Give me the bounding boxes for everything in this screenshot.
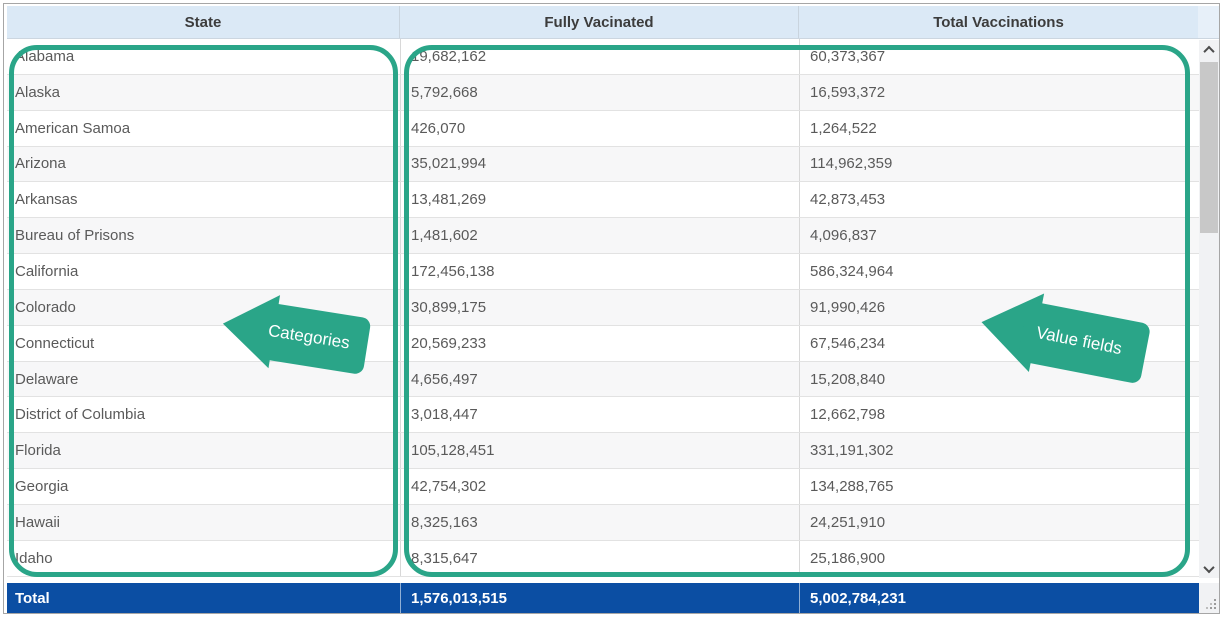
cell-total-vaccinations: 15,208,840	[799, 361, 1199, 397]
cell-total-vaccinations: 586,324,964	[799, 254, 1199, 289]
cell-fully-vaccinated: 20,569,233	[400, 325, 799, 361]
table-row[interactable]: Idaho 8,315,647 25,186,900	[7, 540, 1199, 577]
cell-fully-vaccinated: 13,481,269	[400, 182, 799, 218]
total-fully-vaccinated: 1,576,013,515	[400, 583, 799, 613]
cell-fully-vaccinated: 19,682,162	[400, 39, 799, 74]
chevron-up-icon	[1203, 45, 1215, 57]
cell-fully-vaccinated: 4,656,497	[400, 361, 799, 397]
scroll-down-button[interactable]	[1199, 559, 1219, 578]
table-row[interactable]: Hawaii 8,325,163 24,251,910	[7, 504, 1199, 541]
scrollbar-corner	[1199, 583, 1219, 613]
cell-state: Arkansas	[15, 191, 78, 209]
table-body: Alabama 19,682,162 60,373,367 Alaska 5,792,6…	[7, 39, 1199, 578]
cell-fully-vaccinated: 30,899,175	[400, 289, 799, 325]
cell-state: Bureau of Prisons	[15, 227, 135, 245]
cell-total-vaccinations: 114,962,359	[799, 146, 1199, 182]
cell-total-vaccinations: 91,990,426	[799, 289, 1199, 325]
table-row[interactable]: Alaska 5,792,668 16,593,372	[7, 74, 1199, 111]
total-total-vaccinations: 5,002,784,231	[799, 583, 1199, 613]
header-cell-fully-vaccinated[interactable]: Fully Vacinated	[400, 6, 799, 38]
cell-state: Hawaii	[15, 513, 61, 531]
table-total-row: Total 1,576,013,515 5,002,784,231	[7, 583, 1199, 613]
cell-total-vaccinations: 1,264,522	[799, 110, 1199, 146]
chevron-down-icon	[1203, 561, 1215, 573]
cell-fully-vaccinated: 8,325,163	[400, 504, 799, 540]
cell-fully-vaccinated: 105,128,451	[400, 433, 799, 469]
cell-total-vaccinations: 60,373,367	[799, 39, 1199, 74]
table-row[interactable]: Arkansas 13,481,269 42,873,453	[7, 182, 1199, 219]
cell-total-vaccinations: 12,662,798	[799, 397, 1199, 433]
cell-state: Alaska	[15, 83, 61, 101]
cell-state: Georgia	[15, 478, 69, 496]
cell-fully-vaccinated: 8,315,647	[400, 540, 799, 576]
scroll-up-button[interactable]	[1199, 40, 1219, 59]
cell-state: American Samoa	[15, 119, 131, 137]
cell-state: Colorado	[15, 298, 76, 316]
table-row[interactable]: Delaware 4,656,497 15,208,840	[7, 361, 1199, 398]
scrollbar-thumb[interactable]	[1200, 62, 1218, 233]
cell-state: Delaware	[15, 370, 79, 388]
cell-fully-vaccinated: 5,792,668	[400, 74, 799, 110]
table-row[interactable]: American Samoa 426,070 1,264,522	[7, 110, 1199, 147]
table-row[interactable]: Arizona 35,021,994 114,962,359	[7, 146, 1199, 183]
cell-total-vaccinations: 331,191,302	[799, 433, 1199, 469]
table-row[interactable]: Georgia 42,754,302 134,288,765	[7, 469, 1199, 505]
table-row[interactable]: California 172,456,138 586,324,964	[7, 254, 1199, 290]
cell-fully-vaccinated: 426,070	[400, 110, 799, 146]
cell-total-vaccinations: 16,593,372	[799, 74, 1199, 110]
table-header-row: State Fully Vacinated Total Vaccinations	[7, 6, 1219, 39]
header-cell-total-vaccinations[interactable]: Total Vaccinations	[933, 13, 1064, 31]
vertical-scrollbar[interactable]	[1199, 40, 1219, 578]
cell-state: Idaho	[15, 549, 53, 567]
cell-total-vaccinations: 67,546,234	[799, 325, 1199, 361]
table-row[interactable]: Colorado 30,899,175 91,990,426	[7, 289, 1199, 326]
table-row[interactable]: Alabama 19,682,162 60,373,367	[7, 39, 1199, 75]
cell-fully-vaccinated: 172,456,138	[400, 254, 799, 289]
cell-fully-vaccinated: 3,018,447	[400, 397, 799, 433]
cell-state: Arizona	[15, 155, 66, 173]
cell-state: Connecticut	[15, 334, 95, 352]
cell-state: Alabama	[15, 47, 75, 65]
cell-total-vaccinations: 4,096,837	[799, 218, 1199, 254]
cell-state: California	[15, 262, 79, 280]
cell-total-vaccinations: 25,186,900	[799, 540, 1199, 576]
cell-state: District of Columbia	[15, 406, 146, 424]
cell-fully-vaccinated: 42,754,302	[400, 469, 799, 504]
cell-total-vaccinations: 134,288,765	[799, 469, 1199, 504]
cell-state: Florida	[15, 442, 61, 460]
table-row[interactable]: Florida 105,128,451 331,191,302	[7, 433, 1199, 470]
table-row[interactable]: District of Columbia 3,018,447 12,662,798	[7, 397, 1199, 434]
header-scrollbar-spacer	[1198, 6, 1219, 38]
table-row[interactable]: Bureau of Prisons 1,481,602 4,096,837	[7, 218, 1199, 255]
total-label: Total	[15, 589, 50, 607]
cell-fully-vaccinated: 35,021,994	[400, 146, 799, 182]
resize-grip-icon[interactable]	[1205, 598, 1217, 610]
cell-fully-vaccinated: 1,481,602	[400, 218, 799, 254]
cell-total-vaccinations: 42,873,453	[799, 182, 1199, 218]
table-row[interactable]: Connecticut 20,569,233 67,546,234	[7, 325, 1199, 362]
header-cell-state[interactable]: State	[7, 6, 400, 38]
cell-total-vaccinations: 24,251,910	[799, 504, 1199, 540]
